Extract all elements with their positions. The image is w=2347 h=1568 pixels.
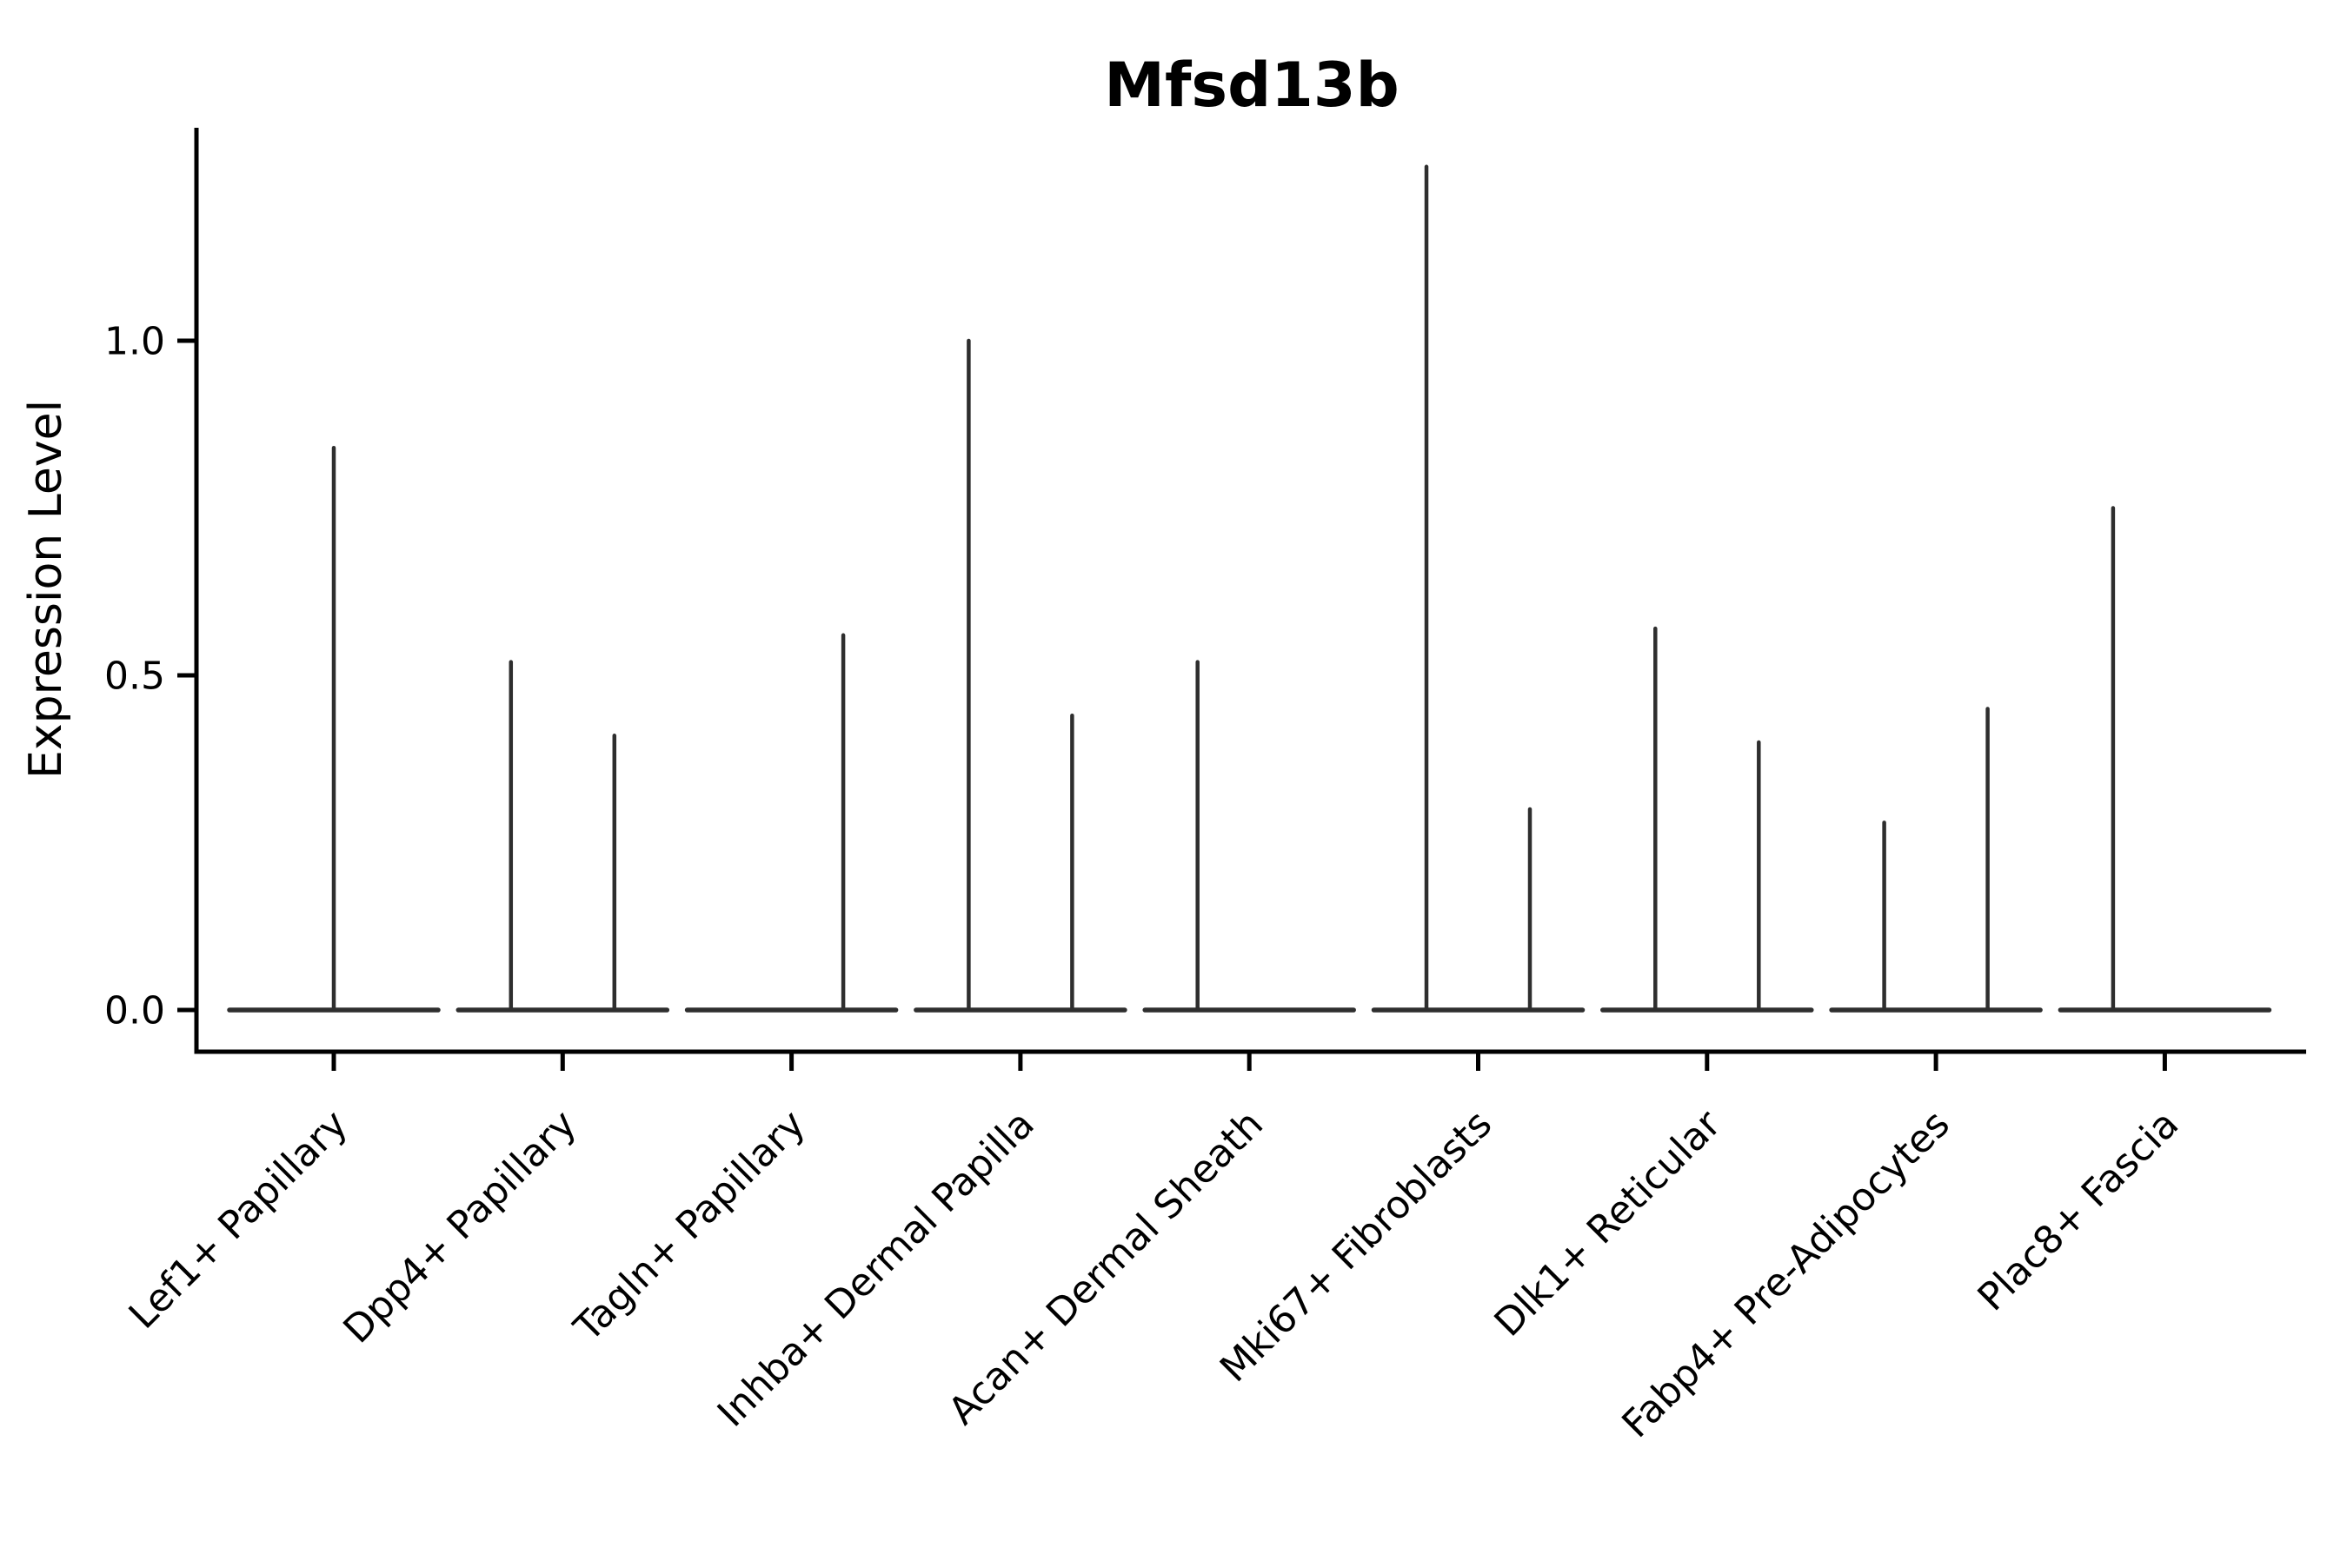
axes bbox=[177, 128, 2306, 1071]
y-tick-label: 0.5 bbox=[104, 654, 165, 698]
y-tick-label: 1.0 bbox=[104, 319, 165, 363]
y-tick-label: 0.0 bbox=[104, 988, 165, 1033]
y-tick-labels: 0.0 0.5 1.0 bbox=[104, 319, 165, 1033]
plot-title: Mfsd13b bbox=[1104, 50, 1399, 121]
x-tick-label: Plac8+ Fascia bbox=[1970, 1102, 2188, 1320]
x-tick-label: Dlk1+ Reticular bbox=[1486, 1101, 1731, 1345]
x-tick-label: Lef1+ Papillary bbox=[121, 1102, 356, 1338]
violins bbox=[227, 164, 2272, 1013]
x-tick-label: Dpp4+ Papillary bbox=[335, 1102, 585, 1352]
y-axis-label: Expression Level bbox=[20, 400, 72, 779]
x-tick-label: Tagln+ Papillary bbox=[565, 1102, 814, 1351]
